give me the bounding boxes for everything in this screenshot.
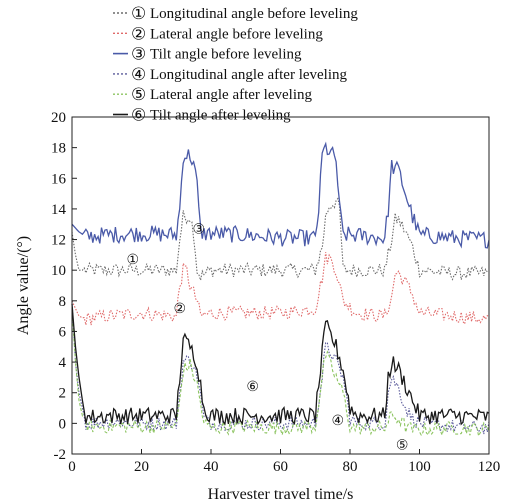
legend-marker: ④ [131,65,146,84]
legend-label: Tilt angle after leveling [150,108,291,124]
series-marker-label-1: ① [127,253,140,268]
series-line-4 [71,300,490,435]
legend-item-3: ③ Tilt angle before leveling [113,45,302,64]
series-line-1 [71,197,490,281]
legend-label: Longitudinal angle before leveling [150,6,358,22]
x-tick-label: 40 [204,459,219,475]
legend-label: Tilt angle before leveling [150,47,302,63]
series-marker-label-2: ② [173,302,186,317]
y-tick-label: 14 [51,202,67,218]
x-axis-ticks: 0 20 40 60 80 100 120 [68,449,500,475]
legend-marker: ⑥ [131,106,146,125]
y-tick-label: 2 [59,386,67,402]
x-tick-label: 120 [478,459,501,475]
legend-marker: ① [131,4,146,23]
legend-label: Lateral angle before leveling [150,26,323,42]
x-tick-label: 100 [408,459,431,475]
legend-item-4: ④ Longitudinal angle after leveling [113,65,348,84]
y-tick-label: 4 [59,355,67,371]
legend-item-5: ⑤ Lateral angle after leveling [113,85,312,104]
y-tick-label: -2 [54,447,67,463]
y-tick-label: 18 [51,141,66,157]
x-tick-label: 80 [343,459,358,475]
series-line-3 [71,141,490,249]
y-tick-label: 8 [59,294,67,310]
legend-label: Longitudinal angle after leveling [150,67,348,83]
x-tick-label: 60 [273,459,288,475]
legend-marker: ③ [131,45,146,64]
y-tick-label: 0 [59,416,67,432]
y-tick-label: 12 [51,233,66,249]
series-layer [71,141,490,438]
legend-label: Lateral angle after leveling [150,87,312,103]
legend-marker: ② [131,24,146,43]
x-tick-label: 20 [134,459,149,475]
y-axis-ticks: -2 0 2 4 6 8 10 12 14 16 18 20 [51,110,77,463]
series-marker-label-6: ⑥ [246,380,259,395]
series-markers: ① ② ③ ④ ⑤ ⑥ [127,222,409,453]
legend-item-2: ② Lateral angle before leveling [113,24,323,43]
x-axis-label: Harvester travel time/s [208,486,354,503]
series-marker-label-3: ③ [193,222,206,237]
y-tick-label: 20 [51,110,66,126]
legend-marker: ⑤ [131,85,146,104]
plot-frame [71,116,490,455]
y-tick-label: 6 [59,324,67,340]
series-line-6 [71,303,490,426]
series-line-2 [71,252,490,326]
legend-item-6: ⑥ Tilt angle after leveling [113,106,291,125]
series-marker-label-5: ⑤ [396,438,409,453]
y-tick-label: 16 [51,171,67,187]
series-marker-label-4: ④ [332,414,345,429]
legend-item-1: ① Longitudinal angle before leveling [113,4,358,23]
y-tick-label: 10 [51,263,66,279]
y-axis-label: Angle value/(°) [15,236,32,335]
x-tick-label: 0 [68,459,76,475]
